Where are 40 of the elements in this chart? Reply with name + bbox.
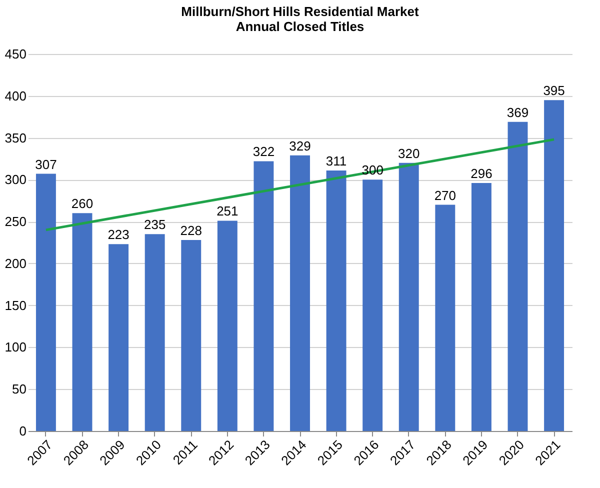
- data-label: 311: [326, 153, 347, 168]
- y-tick-label: 150: [4, 298, 26, 313]
- data-label: 395: [543, 83, 565, 98]
- data-label: 228: [180, 222, 202, 238]
- y-tick-label: 0: [19, 424, 26, 438]
- y-tick-label: 50: [12, 382, 26, 397]
- data-label: 223: [108, 227, 130, 242]
- bar: [290, 155, 310, 431]
- bar: [508, 122, 528, 431]
- data-label: 329: [289, 138, 311, 154]
- data-label: 270: [434, 188, 456, 203]
- y-tick-label: 250: [4, 214, 26, 230]
- bar: [362, 180, 383, 431]
- bar: [326, 170, 346, 431]
- bar: [181, 240, 202, 431]
- y-tick-label: 450: [4, 46, 26, 62]
- bar: [471, 183, 492, 431]
- chart-title: Millburn/Short Hills Residential Market Annual Closed Titles: [181, 4, 420, 34]
- bar: [398, 162, 419, 431]
- data-label: 307: [35, 156, 57, 172]
- bar: [254, 161, 274, 431]
- data-label: 296: [470, 166, 492, 182]
- bar: [72, 213, 92, 431]
- data-label: 369: [506, 104, 529, 120]
- y-tick-label: 400: [4, 88, 26, 104]
- data-label: 320: [398, 146, 420, 161]
- bar: [144, 234, 165, 431]
- y-tick-label: 300: [4, 172, 26, 188]
- bar: [435, 204, 456, 431]
- data-label: 322: [252, 144, 275, 160]
- data-label: 251: [216, 204, 238, 219]
- bar: [108, 244, 129, 431]
- y-tick-label: 350: [4, 130, 26, 146]
- bar: [544, 100, 564, 431]
- y-tick-label: 100: [4, 340, 26, 355]
- bar: [217, 220, 238, 431]
- data-label: 235: [144, 217, 166, 232]
- y-tick-label: 200: [4, 256, 26, 271]
- data-label: 260: [71, 196, 94, 212]
- bar: [36, 174, 56, 431]
